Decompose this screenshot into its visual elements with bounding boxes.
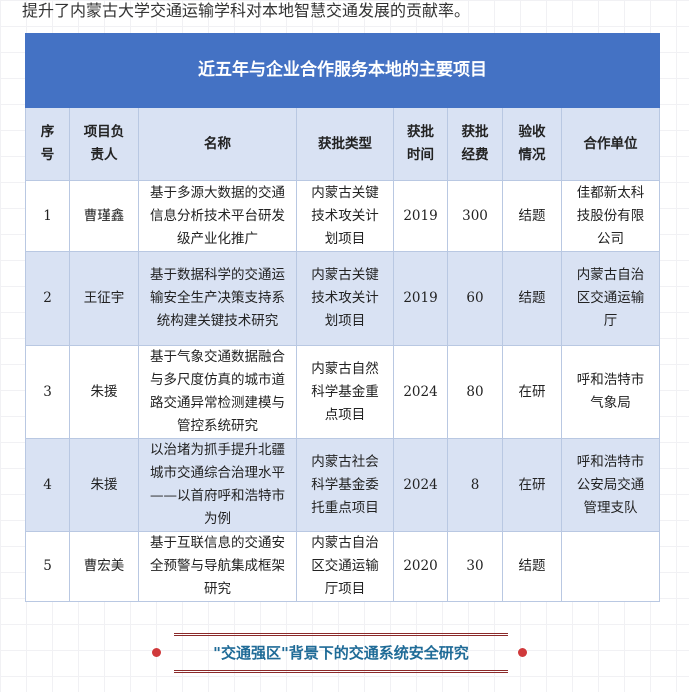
table-title: 近五年与企业合作服务本地的主要项目 (25, 33, 660, 108)
table-cell: 内蒙古社会科学基金委托重点项目 (296, 438, 394, 532)
table-cell: 在研 (502, 345, 562, 439)
section-heading: "交通强区"背景下的交通系统安全研究 (174, 633, 508, 673)
table-cell: 4 (25, 438, 70, 532)
table-cell: 30 (447, 531, 503, 602)
table-row: 2 王征宇 基于数据科学的交通运输安全生产决策支持系统构建关键技术研究 内蒙古关键技术… (25, 251, 660, 346)
table-cell: 佳都新太科技股份有限公司 (561, 180, 660, 252)
table-cell: 内蒙古关键技术攻关计划项目 (296, 251, 394, 346)
table-cell: 基于气象交通数据融合与多尺度仿真的城市道路交通异常检测建模与管控系统研究 (138, 345, 297, 439)
table-cell: 朱援 (69, 438, 139, 532)
table-row: 1 曹瑾鑫 基于多源大数据的交通信息分析技术平台研发级产业化推广 内蒙古关键技术攻关计… (25, 180, 660, 252)
table-cell: 2024 (393, 438, 448, 532)
table-cell: 内蒙古关键技术攻关计划项目 (296, 180, 394, 252)
table-cell: 结题 (502, 251, 562, 346)
bullet-dot-icon (152, 648, 161, 657)
table-cell: 基于多源大数据的交通信息分析技术平台研发级产业化推广 (138, 180, 297, 252)
table-cell: 在研 (502, 438, 562, 532)
table-cell: 60 (447, 251, 503, 346)
column-header: 获批经费 (447, 107, 503, 181)
column-header: 项目负责人 (69, 107, 139, 181)
table-cell: 曹宏美 (69, 531, 139, 602)
bullet-dot-icon (518, 648, 527, 657)
table-cell: 2024 (393, 345, 448, 439)
table-cell: 8 (447, 438, 503, 532)
table-cell: 2019 (393, 251, 448, 346)
column-header: 合作单位 (561, 107, 660, 181)
intro-text: 提升了内蒙古大学交通运输学科对本地智慧交通发展的贡献率。 (22, 1, 471, 20)
table-cell: 3 (25, 345, 70, 439)
table-cell: 呼和浩特市气象局 (561, 345, 660, 439)
table-cell: 80 (447, 345, 503, 439)
table-row: 3 朱援 基于气象交通数据融合与多尺度仿真的城市道路交通异常检测建模与管控系统研究内… (25, 345, 660, 439)
column-header: 获批类型 (296, 107, 394, 181)
column-header: 验收情况 (502, 107, 562, 181)
table-cell: 呼和浩特市公安局交通管理支队 (561, 438, 660, 532)
table-cell: 5 (25, 531, 70, 602)
table-cell: 基于互联信息的交通安全预警与导航集成框架研究 (138, 531, 297, 602)
column-header: 序号 (25, 107, 70, 181)
column-header: 名称 (138, 107, 297, 181)
table-cell: 结题 (502, 180, 562, 252)
projects-table: 近五年与企业合作服务本地的主要项目 序号 项目负责人 名称 获批类型 获批时间 获批经费验… (25, 33, 660, 602)
table-cell: 2019 (393, 180, 448, 252)
table-cell: 2 (25, 251, 70, 346)
table-row: 5 曹宏美 基于互联信息的交通安全预警与导航集成框架研究 内蒙古自治区交通运输厅项目 2… (25, 531, 660, 602)
table-cell: 以治堵为抓手提升北疆城市交通综合治理水平——以首府呼和浩特市为例 (138, 438, 297, 532)
table-cell: 朱援 (69, 345, 139, 439)
table-cell: 曹瑾鑫 (69, 180, 139, 252)
table-cell: 结题 (502, 531, 562, 602)
table-cell: 基于数据科学的交通运输安全生产决策支持系统构建关键技术研究 (138, 251, 297, 346)
table-cell: 王征宇 (69, 251, 139, 346)
column-header: 获批时间 (393, 107, 448, 181)
table-cell: 2020 (393, 531, 448, 602)
table-cell: 内蒙古自治区交通运输厅 (561, 251, 660, 346)
table-cell: 内蒙古自然科学基金重点项目 (296, 345, 394, 439)
table-cell: 内蒙古自治区交通运输厅项目 (296, 531, 394, 602)
table-cell: 300 (447, 180, 503, 252)
table-cell: 1 (25, 180, 70, 252)
table-cell (561, 531, 660, 602)
table-row: 4 朱援 以治堵为抓手提升北疆城市交通综合治理水平——以首府呼和浩特市为例 内蒙古社会… (25, 438, 660, 532)
